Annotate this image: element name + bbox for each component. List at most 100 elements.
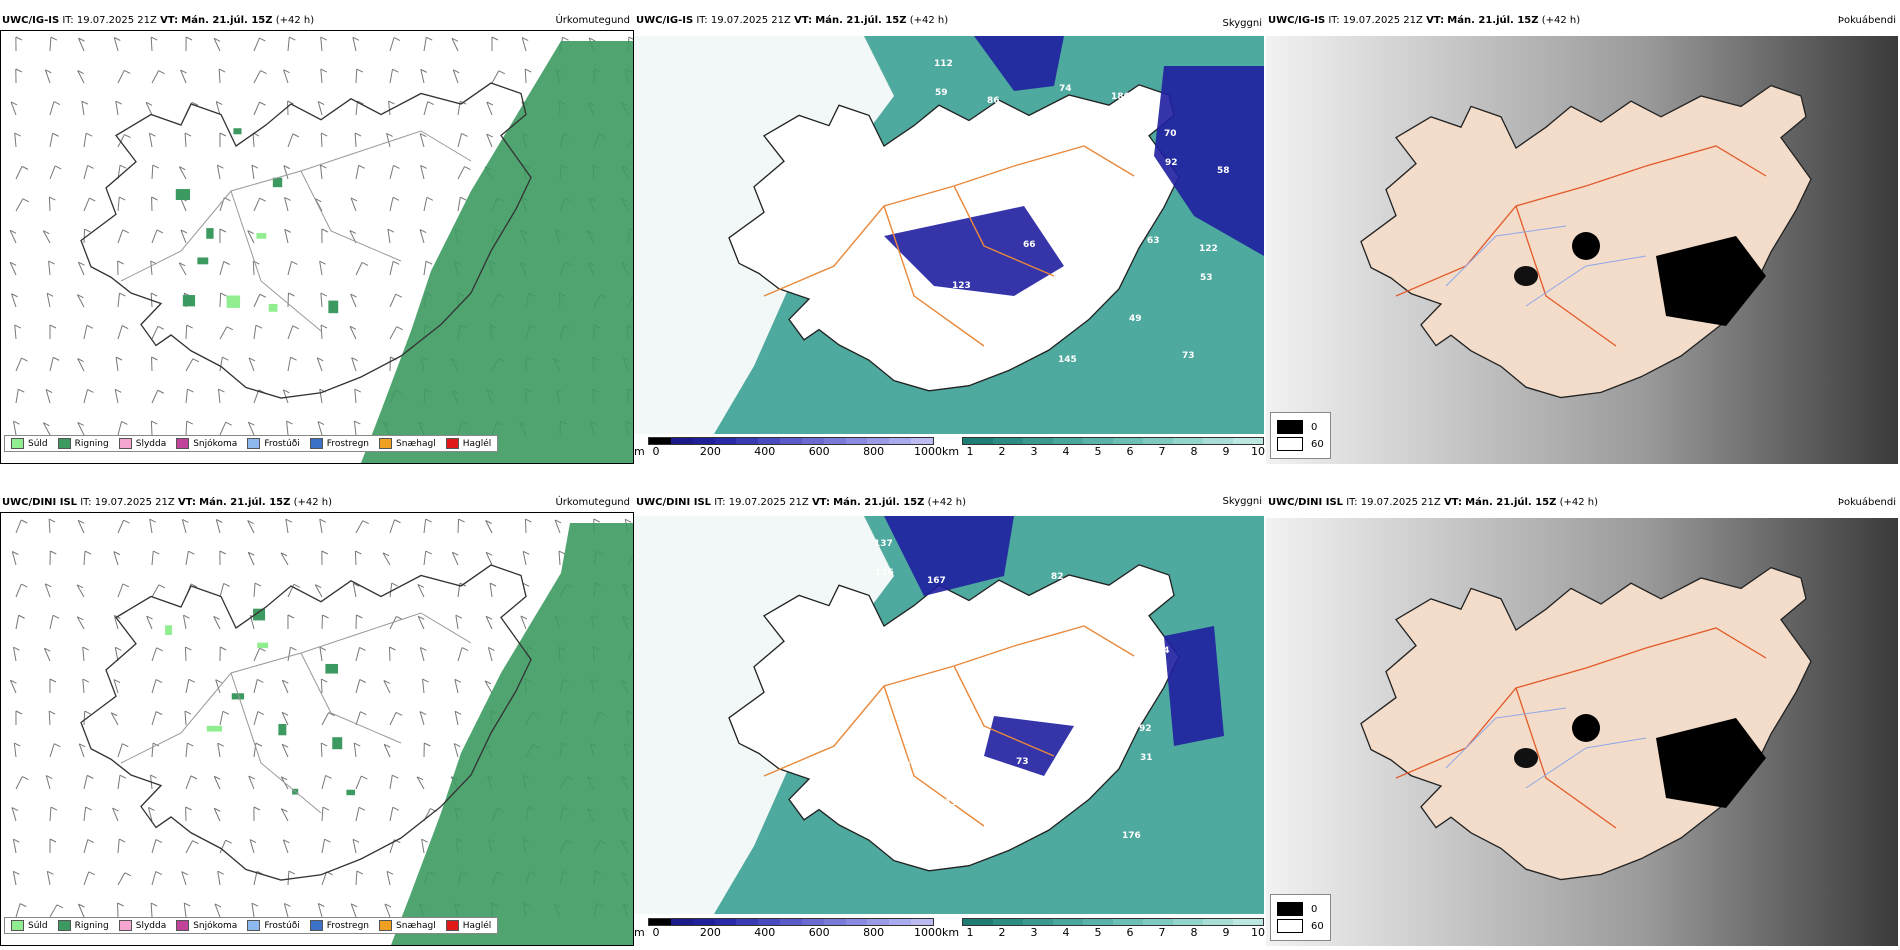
colorbar-tick-label: 1000 bbox=[914, 926, 942, 939]
cloud-base-label: 84 bbox=[1033, 650, 1046, 660]
legend-label: Frostregn bbox=[326, 438, 370, 449]
colorbar-tick-label: 0 bbox=[652, 926, 660, 939]
colorbar-tick-label: 3 bbox=[1030, 445, 1038, 458]
precip-patch bbox=[233, 128, 242, 135]
legend-label: Rigning bbox=[74, 438, 109, 449]
fog-map-canvas bbox=[1266, 36, 1898, 464]
panel-title: UWC/DINI ISL IT: 19.07.2025 21Z VT: Mán.… bbox=[1268, 497, 1599, 508]
precip-patch bbox=[175, 189, 191, 200]
cloud-base-label: 69 bbox=[1104, 609, 1117, 619]
island bbox=[728, 564, 1180, 872]
fog-legend-row: 60 bbox=[1277, 437, 1324, 451]
precip-map-canvas bbox=[9, 36, 633, 463]
fog-legend-value: 0 bbox=[1311, 421, 1318, 433]
low-cloud-area bbox=[1154, 66, 1264, 256]
precip-legend-item: Rigning bbox=[57, 920, 109, 931]
cloud-base-label: 31 bbox=[1140, 753, 1153, 763]
cloud-base-label: 123 bbox=[952, 281, 971, 291]
legend-label: Frostúði bbox=[264, 438, 300, 449]
legend-label: Súld bbox=[28, 438, 48, 449]
fog-panel-bottom: UWC/DINI ISL IT: 19.07.2025 21Z VT: Mán.… bbox=[1266, 494, 1900, 948]
legend-swatch bbox=[118, 438, 132, 449]
colorbar-unit: km bbox=[942, 445, 960, 458]
precip-patch bbox=[182, 295, 196, 307]
fog-legend: 0 60 bbox=[1270, 894, 1331, 941]
cloud-base-label: 167 bbox=[927, 576, 946, 586]
cloud-base-label: 92 bbox=[980, 613, 993, 623]
legend-label: Slydda bbox=[135, 438, 167, 449]
fog-map[interactable] bbox=[1266, 518, 1898, 946]
cloud-base-label: 129 bbox=[1069, 794, 1088, 804]
cloudbase-colorbar: m 0 200 400 600 800 1000 bbox=[634, 918, 942, 946]
precip-patch bbox=[328, 300, 339, 314]
legend-label: Rigning bbox=[74, 920, 109, 931]
cloud-base-label: 74 bbox=[1059, 84, 1072, 94]
fog-legend-value: 60 bbox=[1311, 438, 1324, 450]
rain-area bbox=[361, 41, 633, 463]
cloud-base-label: 82 bbox=[1051, 572, 1064, 582]
panel-type-label: Skyggni bbox=[1222, 496, 1262, 507]
legend-label: Snjókoma bbox=[193, 438, 238, 449]
cloud-base-label: 70 bbox=[981, 642, 994, 652]
cloud-base-label: 47 bbox=[1006, 347, 1019, 357]
precip-patch bbox=[253, 608, 266, 621]
precip-legend-item: Frostúði bbox=[247, 920, 300, 931]
colorbar-tick-label: 400 bbox=[754, 445, 776, 458]
cloud-base-label: 85 bbox=[1034, 679, 1047, 689]
coastline bbox=[80, 564, 532, 881]
cloud-base-label: 69 bbox=[1146, 207, 1159, 217]
fog-core bbox=[1514, 266, 1538, 286]
low-cloud-area bbox=[1164, 626, 1224, 746]
rain-area bbox=[391, 523, 633, 945]
precip-legend-item: Snæhagl bbox=[379, 438, 436, 449]
legend-swatch bbox=[176, 920, 190, 931]
cloud-base-label: 80 bbox=[1087, 716, 1100, 726]
fog-map[interactable] bbox=[1266, 36, 1898, 464]
visibility-map[interactable]: 137 167 92 84 90 92 103 117 87 82 69 64 39 377 73 129 17… bbox=[634, 516, 1264, 914]
panel-type-label: Skyggni bbox=[1222, 18, 1262, 29]
colorbar-tick-label: 4 bbox=[1062, 926, 1070, 939]
cloud-base-label: 70 bbox=[1164, 129, 1177, 139]
panel-type-label: Þokuábendi bbox=[1837, 15, 1896, 26]
precip-legend-item: Frostregn bbox=[309, 438, 370, 449]
colorbar-tick-label: 0 bbox=[652, 445, 660, 458]
colorbar-tick-label: 1 bbox=[966, 926, 974, 939]
colorbar-tick-label: 9 bbox=[1222, 926, 1230, 939]
cloud-base-label: 59 bbox=[988, 125, 1001, 135]
colorbar-tick-label: 10 bbox=[1251, 445, 1265, 458]
legend-swatch bbox=[445, 920, 459, 931]
river-lines bbox=[1445, 225, 1647, 307]
cloud-base-label: 112 bbox=[934, 59, 953, 69]
fog-swatch bbox=[1277, 437, 1303, 451]
cloud-base-label: 57 bbox=[1094, 199, 1107, 209]
panel-type-label: Úrkomutegund bbox=[555, 15, 630, 26]
cloud-base-label: 92 bbox=[928, 605, 941, 615]
precip-map[interactable] bbox=[0, 30, 634, 464]
road-lines bbox=[763, 625, 1135, 827]
precip-legend-item: Haglél bbox=[445, 920, 491, 931]
panel-title: UWC/IG-IS IT: 19.07.2025 21Z VT: Mán. 21… bbox=[636, 15, 949, 26]
cloud-base-label: 151 bbox=[1005, 318, 1024, 328]
colorbar-unit: m bbox=[634, 445, 645, 458]
panel-title: UWC/IG-IS IT: 19.07.2025 21Z VT: Mán. 21… bbox=[1268, 15, 1581, 26]
cloud-base-label: 67 bbox=[1112, 121, 1125, 131]
legend-swatch bbox=[445, 438, 459, 449]
legend-swatch bbox=[11, 920, 24, 931]
colorbar-tick-label: 800 bbox=[863, 445, 885, 458]
legend-label: Snæhagl bbox=[396, 438, 436, 449]
precip-map[interactable] bbox=[0, 512, 634, 946]
cloud-base-labels: 112 86 409 118 69 122 123 151 145 186 70 58 44 66 63 49… bbox=[934, 59, 1230, 365]
low-cloud-area bbox=[884, 206, 1064, 296]
panel-title: UWC/DINI ISL IT: 19.07.2025 21Z VT: Mán.… bbox=[636, 497, 967, 508]
cloud-base-label: 55 bbox=[893, 790, 906, 800]
cloud-base-label: 86 bbox=[987, 96, 1000, 106]
visibility-map[interactable]: 112 86 409 118 69 122 123 151 145 186 70 58 44 66 63 49… bbox=[634, 36, 1264, 434]
cloud-base-label: 63 bbox=[1147, 236, 1160, 246]
cloud-base-label: 137 bbox=[874, 539, 893, 549]
cloud-base-label: 73 bbox=[1182, 351, 1195, 361]
legend-label: Slydda bbox=[135, 920, 167, 931]
cloud-base-label: 39 bbox=[910, 683, 923, 693]
panel-type-label: Þokuábendi bbox=[1837, 497, 1896, 508]
colorbar-tick-label: 2 bbox=[998, 445, 1006, 458]
cloud-base-label: 59 bbox=[935, 88, 948, 98]
